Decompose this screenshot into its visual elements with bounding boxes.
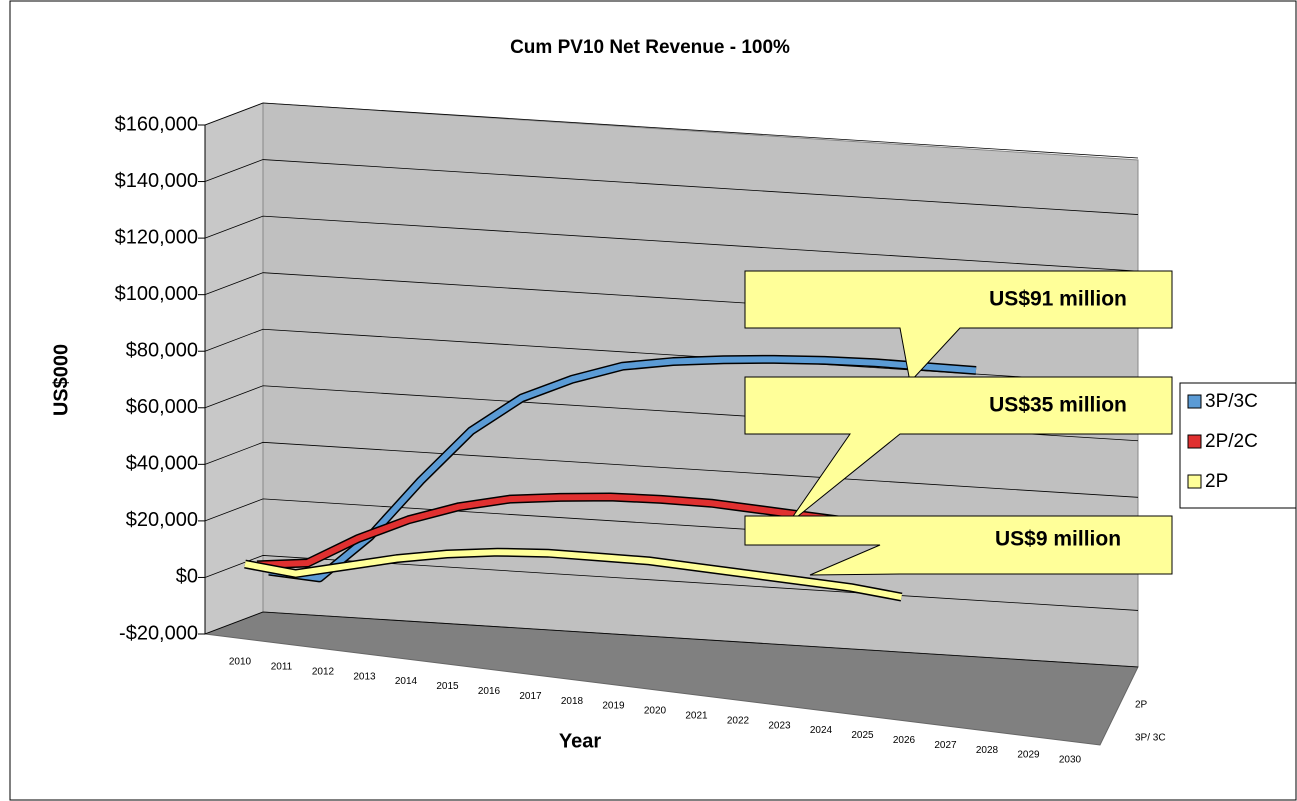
x-tick-label: 2025	[851, 730, 874, 741]
x-tick-label: 2016	[478, 686, 501, 697]
x-tick-label: 2011	[271, 662, 293, 673]
x-tick-label: 2018	[561, 696, 584, 707]
x-tick-label: 2014	[395, 676, 418, 687]
series-line	[256, 493, 914, 568]
grid-line	[204, 159, 1139, 215]
x-tick-label: 2026	[893, 735, 916, 746]
x-tick-label: 2010	[229, 657, 252, 668]
legend-label: 2P	[1205, 471, 1228, 492]
chart-title: Cum PV10 Net Revenue - 100%	[510, 37, 790, 58]
side-wall	[204, 102, 264, 635]
legend-label: 2P/2C	[1205, 431, 1258, 452]
y-tick-label: $100,000	[115, 283, 198, 305]
grid-line	[204, 215, 1139, 272]
callout	[744, 515, 1173, 576]
x-tick-label: 2023	[768, 720, 791, 731]
y-tick-label: $80,000	[126, 340, 198, 362]
x-tick-label: 2028	[976, 745, 999, 756]
legend-swatch	[1187, 394, 1202, 409]
depth-tick-label: 3P/ 3C	[1135, 733, 1166, 744]
callout	[744, 376, 1173, 526]
x-tick-label: 2012	[312, 666, 335, 677]
x-tick-label: 2020	[644, 706, 667, 717]
x-tick-label: 2027	[934, 740, 957, 751]
grid-line	[204, 102, 1139, 159]
grid-line	[204, 555, 1139, 611]
y-tick-label: $20,000	[126, 509, 198, 531]
depth-tick-label: 2P	[1135, 700, 1148, 711]
x-tick-label: 2019	[602, 701, 625, 712]
series-line	[244, 549, 903, 600]
x-tick-label: 2013	[353, 671, 376, 682]
annotation: US$35 million	[989, 394, 1127, 417]
x-tick-label: 2017	[519, 691, 542, 702]
y-axis-title: US$000	[50, 344, 72, 416]
y-tick-label: $40,000	[126, 453, 198, 475]
annotation: US$9 million	[995, 528, 1121, 551]
grid-line	[204, 611, 1139, 668]
x-tick-label: 2021	[685, 711, 708, 722]
legend-label: 3P/3C	[1205, 391, 1258, 412]
series-line	[268, 356, 977, 581]
x-tick-label: 2029	[1017, 750, 1040, 761]
x-tick-label: 2015	[436, 681, 459, 692]
y-tick-label: -$20,000	[119, 622, 198, 644]
x-tick-label: 2030	[1059, 755, 1082, 766]
grid-line	[204, 441, 1139, 498]
x-axis-title: Year	[559, 730, 601, 752]
y-tick-label: $120,000	[115, 226, 198, 248]
y-tick-label: $60,000	[126, 396, 198, 418]
callout	[744, 270, 1173, 384]
legend-swatch	[1187, 474, 1202, 489]
y-tick-label: $160,000	[115, 113, 198, 135]
y-tick-label: $140,000	[115, 170, 198, 192]
x-tick-label: 2024	[810, 725, 833, 736]
annotation: US$91 million	[989, 288, 1127, 311]
legend-swatch	[1187, 434, 1202, 449]
x-tick-label: 2022	[727, 715, 750, 726]
y-tick-label: $0	[176, 566, 198, 588]
